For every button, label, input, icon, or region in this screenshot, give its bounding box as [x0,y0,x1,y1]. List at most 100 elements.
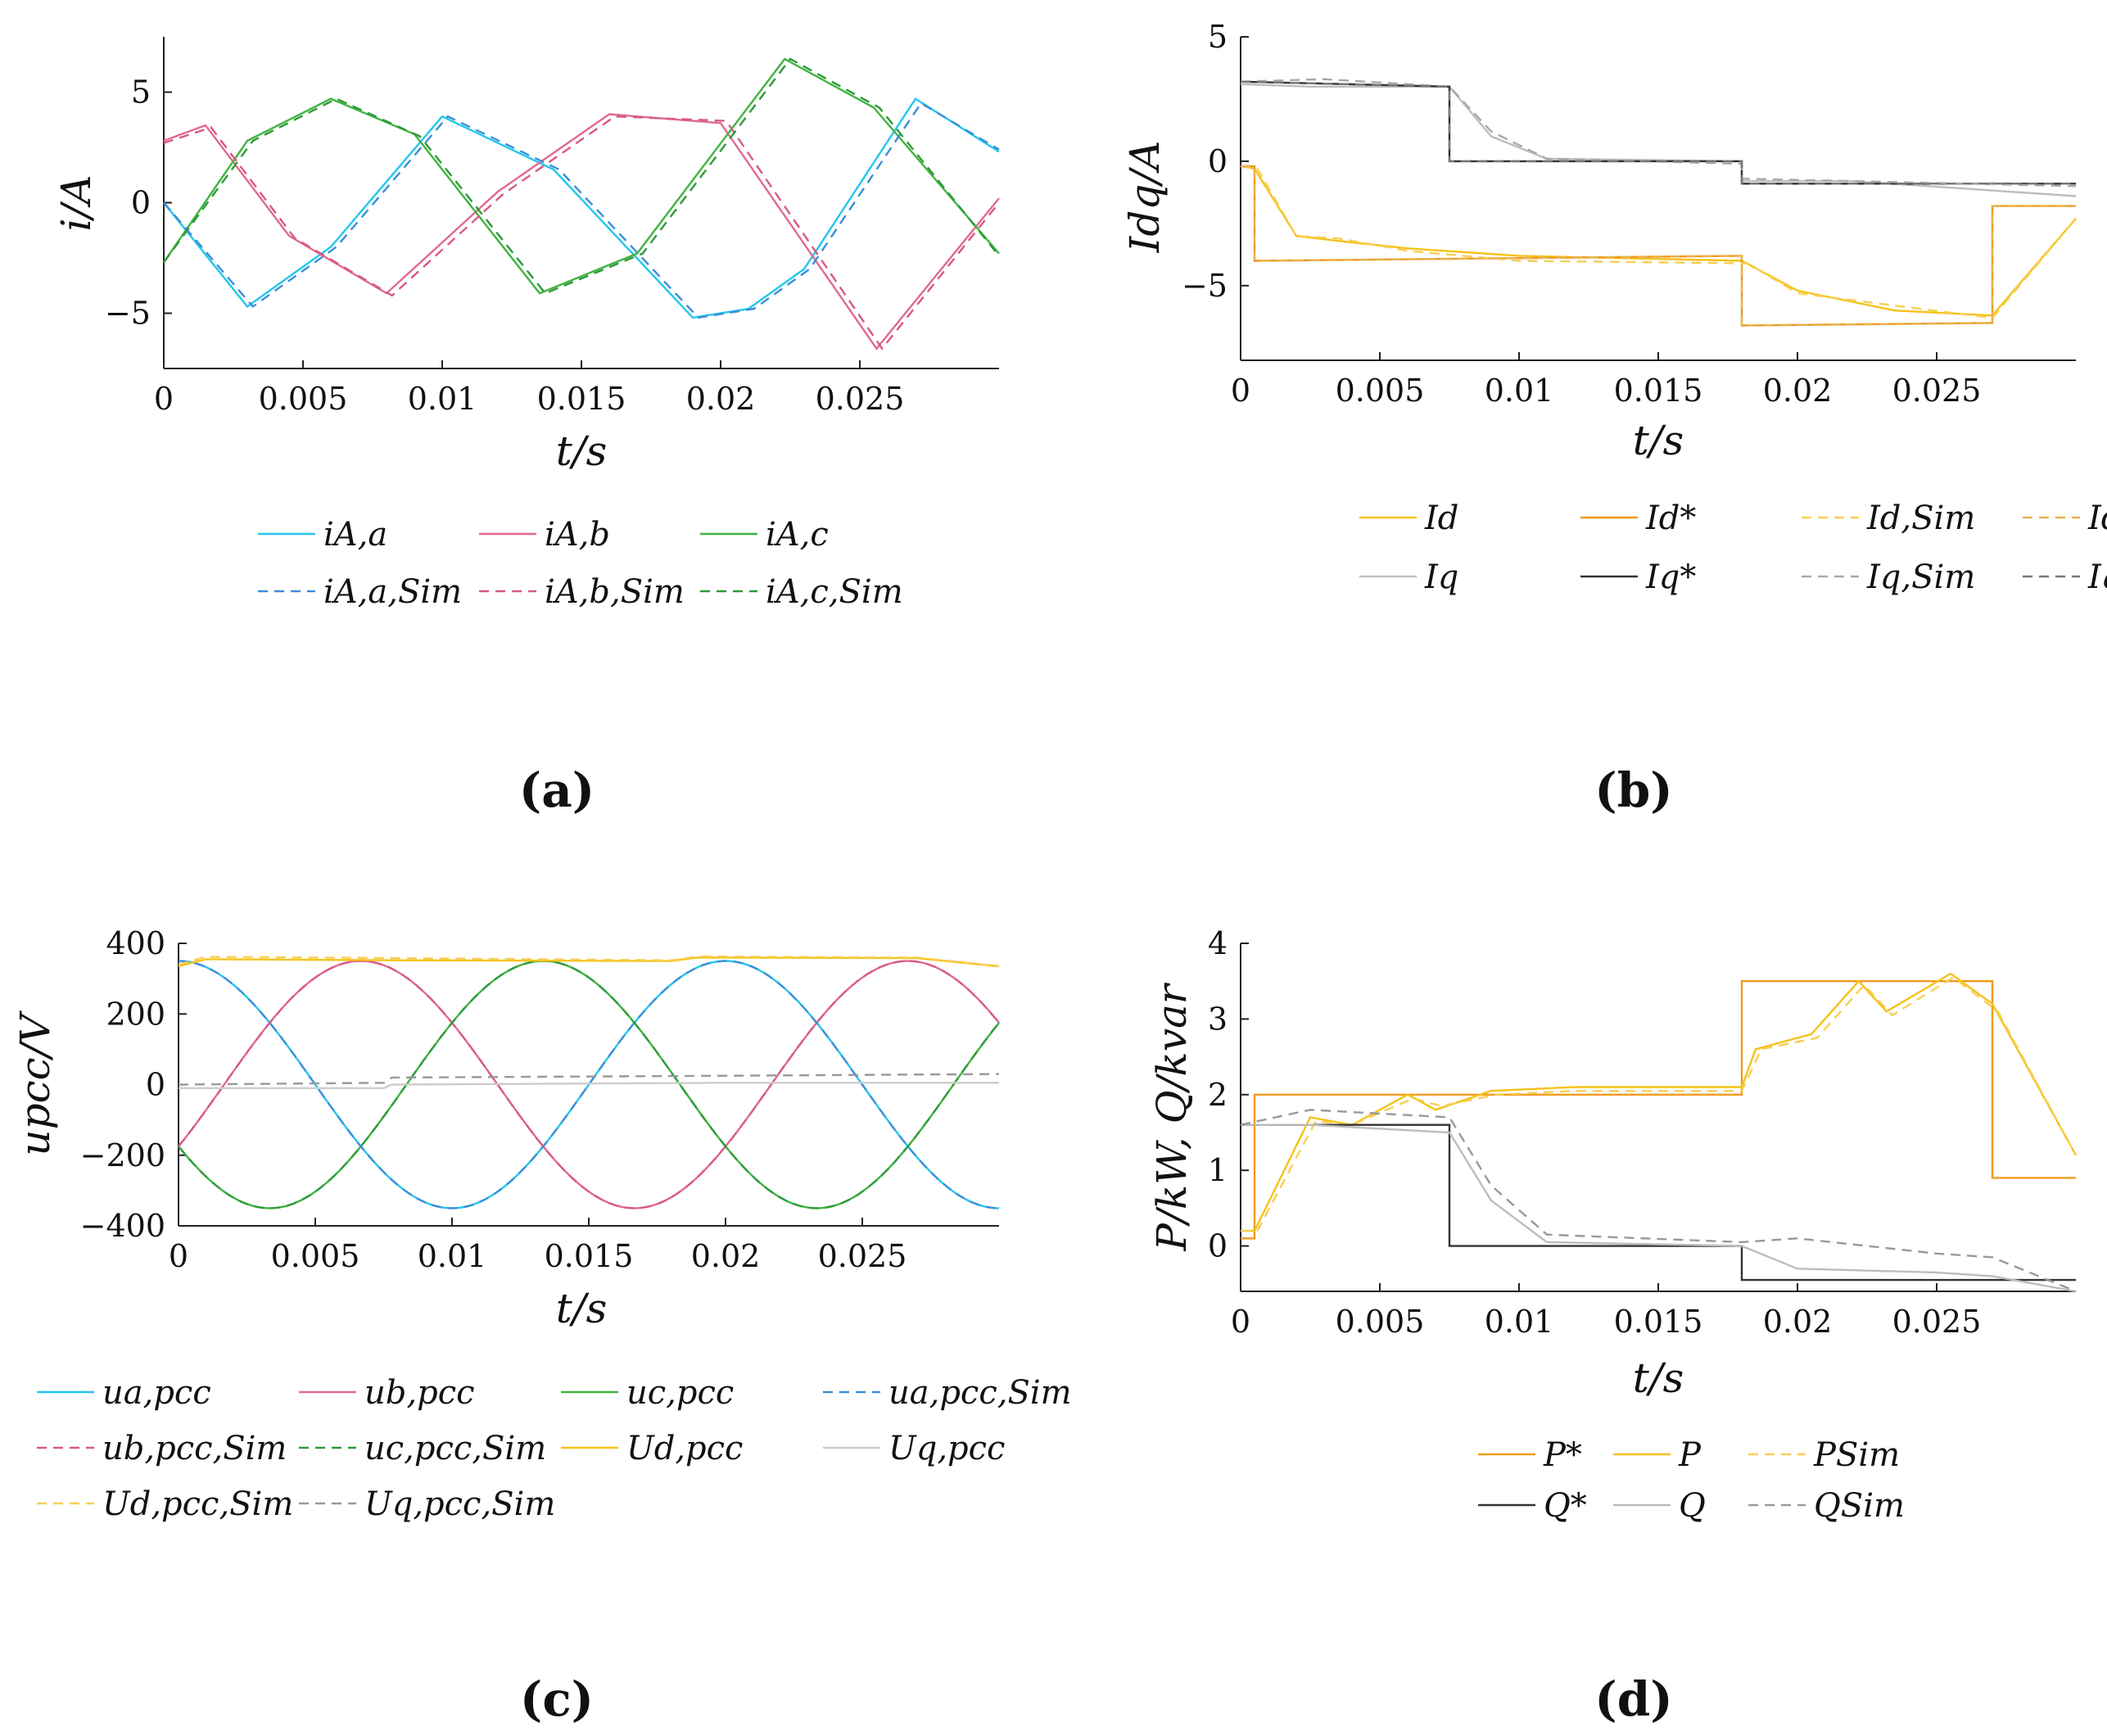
legend-label: Id,Sim [1866,500,1975,537]
series-line [1241,165,2076,327]
series-line [1241,976,2078,1232]
chart-c-legend: ua,pcc ub,pcc uc,pcc ua,pcc,Sim ub,pcc,Sim uc… [37,1374,1072,1523]
series-line [1240,1109,2077,1293]
legend-label: ub,pcc,Sim [102,1430,287,1467]
chart-b-ylabel: Idq/A [1121,141,1169,254]
legend-label: ua,pcc [102,1374,211,1412]
legend-label: iA,a,Sim [323,573,462,611]
x-tick-label: 0.02 [1763,1304,1833,1340]
legend-label: iA,b,Sim [545,573,685,611]
panel-c-label: (c) [520,1671,594,1727]
x-tick-label: 0.01 [418,1238,487,1274]
legend-label: iA,b [545,516,610,554]
panel-a-label: (a) [519,762,595,818]
x-tick-label: 0.01 [1485,373,1554,409]
x-tick-label: 0.025 [1892,1304,1982,1340]
legend-label: Iq*,Sim [2087,558,2107,596]
series-line [1240,165,2077,319]
legend-label: Id*,Sim [2087,500,2107,537]
x-tick-label: 0.025 [1892,373,1982,409]
legend-label: QSim [1814,1487,1905,1525]
chart-d-plot: 0 0.005 0.01 0.015 0.02 0.025 4 3 2 1 0 [1208,925,2078,1340]
legend-label: Id [1424,500,1458,537]
panel-b-label: (b) [1594,762,1672,818]
y-tick-label: 0 [1208,143,1228,179]
legend-label: Uq,pcc [888,1430,1005,1467]
x-tick-label: 0 [169,1238,188,1274]
x-tick-label: 0.005 [1336,1304,1425,1340]
legend-label: Iq* [1645,558,1696,596]
series-line [1240,83,2077,197]
x-tick-label: 0.01 [408,381,477,417]
series-line [1240,80,2076,185]
x-tick-label: 0.02 [1763,373,1833,409]
chart-c-ylabel: upcc/V [11,1010,59,1156]
y-tick-label: −5 [105,296,151,332]
legend-label: P* [1543,1436,1582,1474]
series-line [163,57,1000,295]
y-tick-label: 1 [1208,1152,1228,1188]
y-tick-label: 200 [106,996,165,1032]
legend-label: uc,pcc,Sim [364,1430,546,1467]
legend-label: iA,a [323,516,387,554]
chart-b-xlabel: t/s [1633,417,1684,464]
y-tick-label: −400 [80,1208,165,1244]
x-tick-label: 0.005 [259,381,348,417]
x-tick-label: 0.025 [816,381,905,417]
x-tick-label: 0.015 [1614,1304,1703,1340]
x-tick-label: 0.025 [818,1238,907,1274]
series-line [178,1073,1000,1086]
legend-label: Iq [1424,558,1458,596]
x-tick-label: 0.02 [691,1238,761,1274]
legend-label: ua,pcc,Sim [888,1374,1072,1412]
x-tick-label: 0.015 [1614,373,1703,409]
y-tick-label: −5 [1182,268,1228,304]
chart-a-xlabel: t/s [556,427,608,475]
y-tick-label: 400 [106,925,165,961]
x-tick-label: 0.005 [271,1238,360,1274]
series-line [1241,1123,2076,1282]
x-tick-label: 0 [1231,373,1250,409]
series-line [163,97,1000,319]
legend-label: Ud,pcc,Sim [102,1485,293,1523]
legend-label: Iq,Sim [1866,558,1975,596]
legend-label: iA,c [766,516,829,554]
legend-label: Id* [1645,500,1696,537]
x-tick-label: 0.01 [1485,1304,1554,1340]
legend-label: P [1678,1436,1702,1474]
x-tick-label: 0.005 [1336,373,1425,409]
chart-a-plot: 0 0.005 0.01 0.015 0.02 0.025 5 0 −5 [105,37,1000,417]
y-tick-label: 4 [1208,925,1228,961]
legend-label: Ud,pcc [626,1430,743,1467]
series-line [178,960,1000,1209]
series-line [1241,979,2076,1240]
series-line [178,955,1000,968]
y-tick-label: 0 [146,1067,165,1103]
legend-label: Q [1679,1487,1706,1525]
x-tick-label: 0 [154,381,174,417]
chart-c-xlabel: t/s [556,1285,608,1332]
legend-label: uc,pcc [626,1374,734,1412]
x-tick-label: 0.015 [545,1238,634,1274]
series-line [163,57,1000,295]
series-line [163,102,1000,319]
y-tick-label: 5 [131,75,151,111]
series-line [1241,165,2076,327]
chart-b-plot: 0 0.005 0.01 0.015 0.02 0.025 5 0 −5 [1182,19,2077,409]
panel-b: 0 0.005 0.01 0.015 0.02 0.025 5 0 −5 Idq/A t/s I… [1121,19,2107,818]
panel-c: 0 0.005 0.01 0.015 0.02 0.0254002000−200−400 … [11,925,1072,1727]
y-tick-label: 2 [1208,1077,1228,1113]
panel-d-label: (d) [1594,1671,1672,1727]
y-tick-label: −200 [80,1137,165,1173]
y-tick-label: 0 [131,185,151,221]
series-line [179,1082,999,1090]
series-line [178,960,1000,1209]
y-tick-label: 5 [1208,19,1228,55]
series-line [1241,972,2078,1232]
x-tick-label: 0 [1231,1304,1250,1340]
chart-a-ylabel: i/A [52,175,100,232]
chart-a-legend: iA,a iA,b iA,c iA,a,Sim iA,b,Sim iA,c,Sim [258,516,903,611]
series-line [1240,78,2077,188]
chart-c-plot: 0 0.005 0.01 0.015 0.02 0.025 400 200 0 −200 −400 [80,925,1000,1274]
